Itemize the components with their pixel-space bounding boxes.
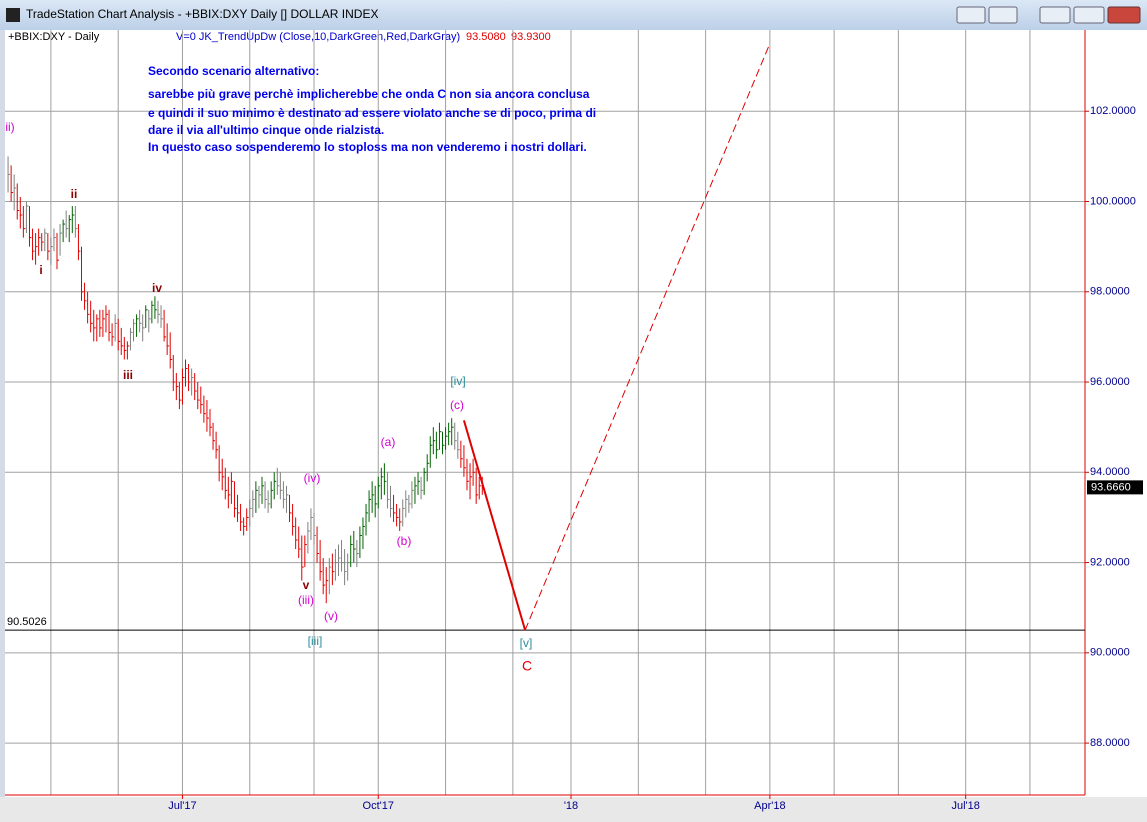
x-tick-label: Jul'18 [951,800,979,812]
wave-label: iv [152,281,162,295]
wave-label: [v] [520,636,533,650]
wave-label: [iii] [308,634,323,648]
indicator-value: 93.5080 [466,31,506,43]
wave-label: [iv] [450,374,465,388]
y-tick-label: 100.0000 [1090,195,1136,207]
symbol-button[interactable] [956,6,986,24]
wave-label: v [303,578,310,592]
x-tick-label: Jul'17 [168,800,196,812]
left-border [0,30,5,797]
y-tick-label: 90.0000 [1090,647,1130,659]
annotation: e quindi il suo minimo è destinato ad es… [148,106,596,120]
wave-label: (iii) [298,593,314,607]
x-tick-label: Oct'17 [363,800,394,812]
x-tick-label: '18 [564,800,578,812]
title-bar [0,0,1147,30]
indicator-value: 93.9300 [511,31,551,43]
y-tick-label: 98.0000 [1090,286,1130,298]
maximize-button[interactable] [1073,6,1105,24]
annotation: dare il via all'ultimo cinque onde rialz… [148,123,384,137]
window-title: TradeStation Chart Analysis - +BBIX:DXY … [26,7,378,21]
x-tick-label: Apr'18 [754,800,785,812]
wave-label: (c) [450,398,464,412]
annotation: Secondo scenario alternativo: [148,64,319,78]
wave-label: (iv) [304,471,321,485]
symbol-label: +BBIX:DXY - Daily [8,31,100,43]
wave-label: C [522,658,532,674]
support-label: 90.5026 [7,616,47,628]
wave-label: (v) [324,609,338,623]
scrollbar[interactable] [0,797,1147,822]
wave-label: ii) [5,120,14,134]
y-tick-label: 96.0000 [1090,376,1130,388]
wave-label: (b) [397,534,412,548]
projection-line [524,43,771,631]
annotation: sarebbe più grave perchè implicherebbe c… [148,87,590,101]
projection-line [462,420,527,631]
last-price-box [1087,480,1143,495]
app-icon [6,8,20,22]
last-price-label: 93.6660 [1091,481,1131,493]
wave-label: ii [71,187,78,201]
wave-label: (a) [381,435,396,449]
wave-label: i [39,263,42,277]
y-tick-label: 94.0000 [1090,466,1130,478]
indicator-label: V=0 JK_TrendUpDw (Close,10,DarkGreen,Red… [176,31,460,43]
annotation: In questo caso sospenderemo lo stoploss … [148,140,587,154]
y-tick-label: 88.0000 [1090,737,1130,749]
minimize-button[interactable] [1039,6,1071,24]
y-tick-label: 92.0000 [1090,556,1130,568]
tools-button[interactable] [988,6,1018,24]
y-tick-label: 102.0000 [1090,105,1136,117]
wave-label: iii [123,368,133,382]
close-button[interactable] [1107,6,1141,24]
